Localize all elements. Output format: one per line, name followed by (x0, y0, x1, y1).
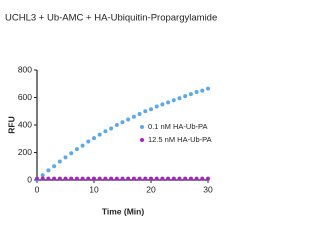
data-point (114, 123, 119, 127)
data-point (143, 109, 148, 114)
data-point (126, 117, 131, 122)
data-point (74, 176, 79, 181)
y-tick-label: 0 (27, 174, 32, 184)
data-point (137, 176, 142, 181)
data-point (69, 176, 74, 181)
x-tick-label: 0 (35, 184, 40, 194)
data-point (109, 126, 114, 131)
data-point (194, 90, 199, 94)
data-point (154, 176, 159, 181)
data-point (109, 176, 114, 181)
legend-text: 12.5 nM HA-Ub-PA (148, 135, 212, 144)
data-point (166, 100, 171, 105)
data-point (114, 176, 119, 181)
data-point (46, 168, 51, 173)
data-point (194, 176, 199, 181)
data-point (166, 176, 171, 181)
y-axis-title: RFU (6, 116, 16, 133)
data-point (131, 176, 136, 181)
data-point (97, 132, 102, 137)
data-point (183, 176, 188, 181)
data-point (46, 176, 51, 181)
data-point (143, 176, 148, 181)
data-point (171, 176, 176, 181)
data-point (206, 86, 210, 91)
y-tick-label: 800 (18, 64, 32, 74)
data-point (57, 159, 62, 164)
x-tick-label: 20 (146, 184, 156, 194)
data-point (103, 129, 108, 134)
data-point (160, 102, 165, 107)
y-tick-label: 600 (18, 92, 32, 102)
data-point (103, 176, 108, 181)
data-point (57, 176, 62, 181)
data-point (92, 176, 96, 181)
data-point (171, 98, 176, 103)
data-point (120, 176, 125, 181)
data-point (86, 176, 91, 181)
chart: UCHL3 + Ub-AMC + HA-Ubiquitin-Propargyla… (5, 13, 217, 217)
data-point (200, 88, 205, 93)
data-point (80, 143, 85, 148)
data-point (137, 112, 142, 116)
x-tick-label: 10 (89, 184, 99, 194)
chart-title: UCHL3 + Ub-AMC + HA-Ubiquitin-Propargyla… (5, 13, 217, 24)
y-tick-label: 200 (18, 147, 32, 157)
data-point (177, 176, 182, 181)
data-point (92, 136, 96, 141)
data-point (40, 173, 45, 178)
data-point (188, 176, 193, 181)
x-tick-label: 30 (203, 184, 213, 194)
data-point (177, 96, 182, 101)
data-point (69, 151, 74, 156)
legend-marker (140, 138, 144, 142)
data-point (126, 176, 131, 181)
x-axis-title: Time (Min) (102, 206, 145, 216)
data-point (149, 107, 153, 112)
data-point (74, 147, 79, 152)
data-point (131, 114, 136, 119)
legend-marker (140, 125, 144, 129)
data-point (149, 176, 153, 181)
data-point (35, 176, 39, 181)
y-tick-label: 400 (18, 119, 32, 129)
data-point (52, 164, 57, 169)
data-point (120, 120, 125, 125)
data-point (40, 176, 45, 181)
data-point (86, 139, 91, 144)
data-point (80, 176, 85, 181)
data-point (52, 176, 57, 181)
data-point (154, 104, 159, 109)
data-point (200, 176, 205, 181)
data-point (183, 94, 188, 99)
data-point (206, 176, 210, 181)
data-point (63, 176, 68, 181)
data-point (160, 176, 165, 181)
data-point (97, 176, 102, 181)
data-point (63, 155, 68, 160)
legend-text: 0.1 nM HA-Ub-PA (148, 122, 207, 131)
data-point (188, 92, 193, 97)
